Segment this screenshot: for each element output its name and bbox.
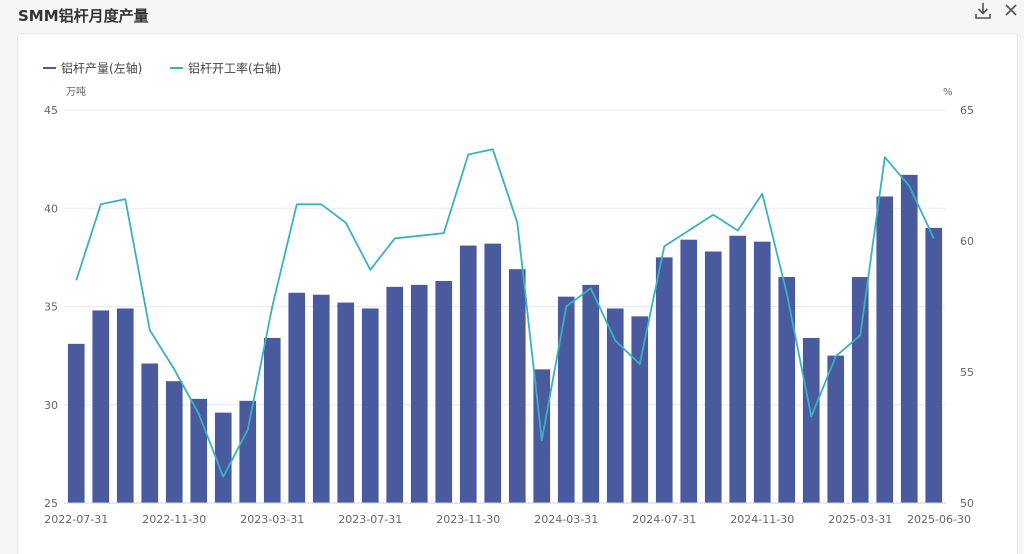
x-axis-ticks: 2022-07-31 2022-11-30 2023-03-31 2023-07-31… <box>44 503 971 526</box>
combo-chart: 铝杆产量(左轴) 铝杆开工率(右轴) 万吨 % 25 30 35 40 45 50 55 6… <box>18 34 1017 554</box>
left-axis-tick-label: 25 <box>44 497 58 510</box>
x-axis-tick-label: 2024-07-31 <box>632 513 696 526</box>
bar <box>215 413 232 503</box>
left-axis-tick-label: 45 <box>44 104 58 117</box>
right-axis-ticks: 50 55 60 65 <box>960 104 974 510</box>
download-button[interactable] <box>972 0 994 22</box>
legend-label-utilization: 铝杆开工率(右轴) <box>188 61 281 76</box>
right-axis-tick-label: 65 <box>960 104 974 117</box>
bar <box>754 242 771 503</box>
close-button[interactable] <box>1000 0 1022 22</box>
bar <box>117 308 134 503</box>
page-title: SMM铝杆月度产量 <box>18 5 149 26</box>
bar <box>411 285 428 503</box>
right-axis-tick-label: 60 <box>960 235 974 248</box>
bar <box>680 240 697 503</box>
chart-card: 铝杆产量(左轴) 铝杆开工率(右轴) 万吨 % 25 30 35 40 45 50 55 6… <box>17 33 1018 554</box>
legend-item-production[interactable]: 铝杆产量(左轴) <box>43 61 142 76</box>
bar <box>92 310 109 503</box>
right-axis-unit: % <box>943 87 953 98</box>
bar <box>166 381 183 503</box>
x-axis-tick-label: 2022-11-30 <box>142 513 206 526</box>
header: SMM铝杆月度产量 <box>0 0 1024 30</box>
bar <box>264 338 281 503</box>
x-axis-tick-label: 2023-11-30 <box>436 513 500 526</box>
bar <box>386 287 403 503</box>
bar <box>827 356 844 503</box>
bar <box>313 295 330 503</box>
x-axis-tick-label: 2022-07-31 <box>44 513 108 526</box>
bar <box>852 277 869 503</box>
bar <box>288 293 305 503</box>
right-axis-tick-label: 50 <box>960 497 974 510</box>
bar <box>68 344 85 503</box>
x-axis-tick-label: 2025-06-30 <box>907 513 971 526</box>
bar-series <box>68 175 942 503</box>
bar <box>141 363 158 503</box>
x-axis-tick-label: 2023-03-31 <box>240 513 304 526</box>
bar <box>435 281 452 503</box>
bar <box>901 175 918 503</box>
x-axis-tick-label: 2025-03-31 <box>828 513 892 526</box>
left-axis-unit: 万吨 <box>66 85 86 98</box>
left-axis-tick-label: 35 <box>44 301 58 314</box>
bar <box>925 228 942 503</box>
legend-label-production: 铝杆产量(左轴) <box>61 61 142 76</box>
close-icon <box>1000 0 1022 22</box>
bar <box>484 244 501 503</box>
bar <box>558 297 575 503</box>
bar <box>239 401 256 503</box>
legend-item-utilization[interactable]: 铝杆开工率(右轴) <box>170 61 281 76</box>
x-axis-tick-label: 2023-07-31 <box>338 513 402 526</box>
left-axis-tick-label: 40 <box>44 202 58 215</box>
left-axis-ticks: 25 30 35 40 45 <box>44 104 58 510</box>
left-axis-tick-label: 30 <box>44 399 58 412</box>
bar <box>607 308 624 503</box>
bar <box>803 338 820 503</box>
bar <box>460 246 477 503</box>
bar <box>631 316 648 503</box>
bar <box>362 308 379 503</box>
bar <box>582 285 599 503</box>
x-axis-tick-label: 2024-03-31 <box>534 513 598 526</box>
bar <box>337 303 354 503</box>
download-icon <box>972 0 994 22</box>
bar <box>729 236 746 503</box>
bar <box>778 277 795 503</box>
bar <box>656 257 673 503</box>
bar <box>509 269 526 503</box>
bar <box>876 196 893 503</box>
x-axis-tick-label: 2024-11-30 <box>730 513 794 526</box>
right-axis-tick-label: 55 <box>960 366 974 379</box>
bar <box>705 251 722 503</box>
legend: 铝杆产量(左轴) 铝杆开工率(右轴) <box>43 61 281 76</box>
